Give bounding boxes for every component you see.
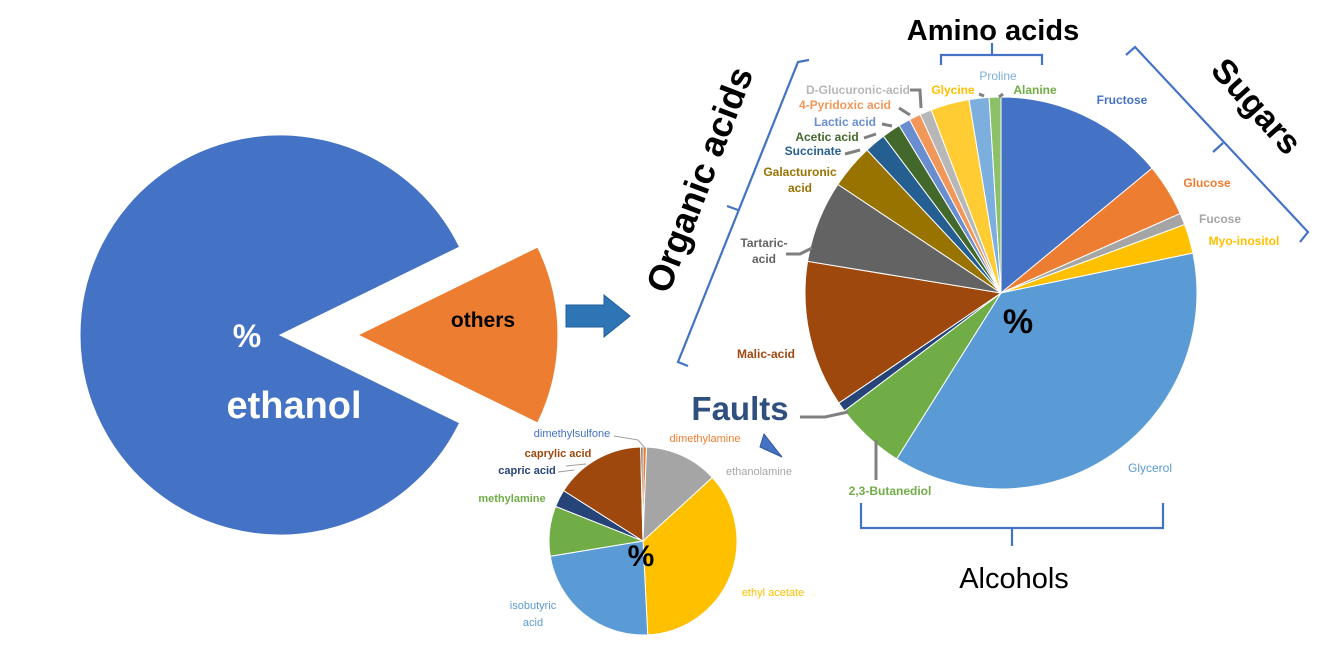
alcohols-label: Alcohols [959, 563, 1069, 595]
faults-label: Faults [691, 390, 788, 427]
ethanol-pie [79, 134, 559, 536]
label-capric-acid: capric acid [498, 465, 555, 477]
label-lactic-acid: Lactic acid [814, 115, 876, 129]
label-acetic-acid: Acetic acid [795, 130, 858, 144]
label-ethanolamine: ethanolamine [726, 466, 792, 478]
label-tartaric-acid-2: acid [752, 252, 776, 266]
right-arrow-icon [565, 293, 631, 339]
label-glycine: Glycine [931, 83, 975, 97]
faults-pie-labels: dimethylsulfone dimethylamine caprylic a… [478, 428, 804, 629]
ethanol-label: ethanol [226, 385, 361, 427]
label-fucose: Fucose [1199, 212, 1241, 226]
slice-malic-acid-7 [804, 260, 1003, 404]
label-glycerol: Glycerol [1128, 461, 1172, 475]
label-myo-inositol: Myo-inositol [1209, 234, 1280, 248]
others-label: others [451, 309, 515, 332]
faults-pie-leader-lines [557, 435, 646, 473]
slice-caprylic-acid-6 [562, 446, 644, 542]
others-pie-center-label: % [1003, 303, 1033, 341]
amino-acids-label: Amino acids [907, 15, 1079, 47]
label-galacturonic-acid-2: acid [788, 181, 812, 195]
label-alanine: Alanine [1013, 83, 1057, 97]
faults-pointer-icon [759, 432, 783, 458]
label-pyridoxic-acid: 4-Pyridoxic acid [799, 98, 891, 112]
ethanol-percent-label: % [233, 318, 261, 354]
label-isobutyric-acid-2: acid [523, 617, 543, 629]
label-fructose: Fructose [1097, 93, 1148, 107]
slice-ethanolamine-1 [642, 446, 714, 543]
label-malic-acid: Malic-acid [737, 347, 795, 361]
faults-pie-center-label: % [628, 540, 655, 573]
group-brackets [676, 43, 1310, 546]
label-proline: Proline [979, 69, 1017, 83]
slice-ethanol-0 [79, 134, 461, 536]
slice-isobutyric-acid-3 [549, 540, 649, 636]
label-butanediol: 2,3-Butanediol [849, 484, 932, 498]
slice-ethyl-acetate-2 [642, 476, 738, 636]
label-glucuronic-acid: D-Glucuronic-acid [806, 83, 910, 97]
label-galacturonic-acid-1: Galacturonic [763, 165, 837, 179]
others-pie-labels: Fructose Glucose Fucose Myo-inositol Gly… [737, 69, 1279, 498]
label-glucose: Glucose [1183, 176, 1231, 190]
faults-pie [548, 446, 738, 636]
organic-acids-label: Organic acids [638, 61, 762, 298]
slice-fructose-0 [1000, 96, 1153, 295]
label-methylamine: methylamine [478, 493, 545, 505]
label-caprylic-acid: caprylic acid [525, 448, 592, 460]
label-isobutyric-acid-1: isobutyric [510, 600, 557, 612]
slice-dimethylsulfone-7 [640, 446, 644, 542]
label-succinate: Succinate [785, 144, 842, 158]
others-composition-pie [804, 96, 1198, 490]
label-tartaric-acid-1: Tartaric- [740, 236, 787, 250]
label-dimethylsulfone: dimethylsulfone [534, 428, 610, 440]
others-pie-leader-lines [786, 88, 1004, 480]
label-ethyl-acetate: ethyl acetate [742, 587, 804, 599]
slice-glycerol-4 [895, 252, 1198, 490]
label-dimethylamine: dimethylamine [670, 433, 741, 445]
slice-others-1 [356, 246, 559, 424]
